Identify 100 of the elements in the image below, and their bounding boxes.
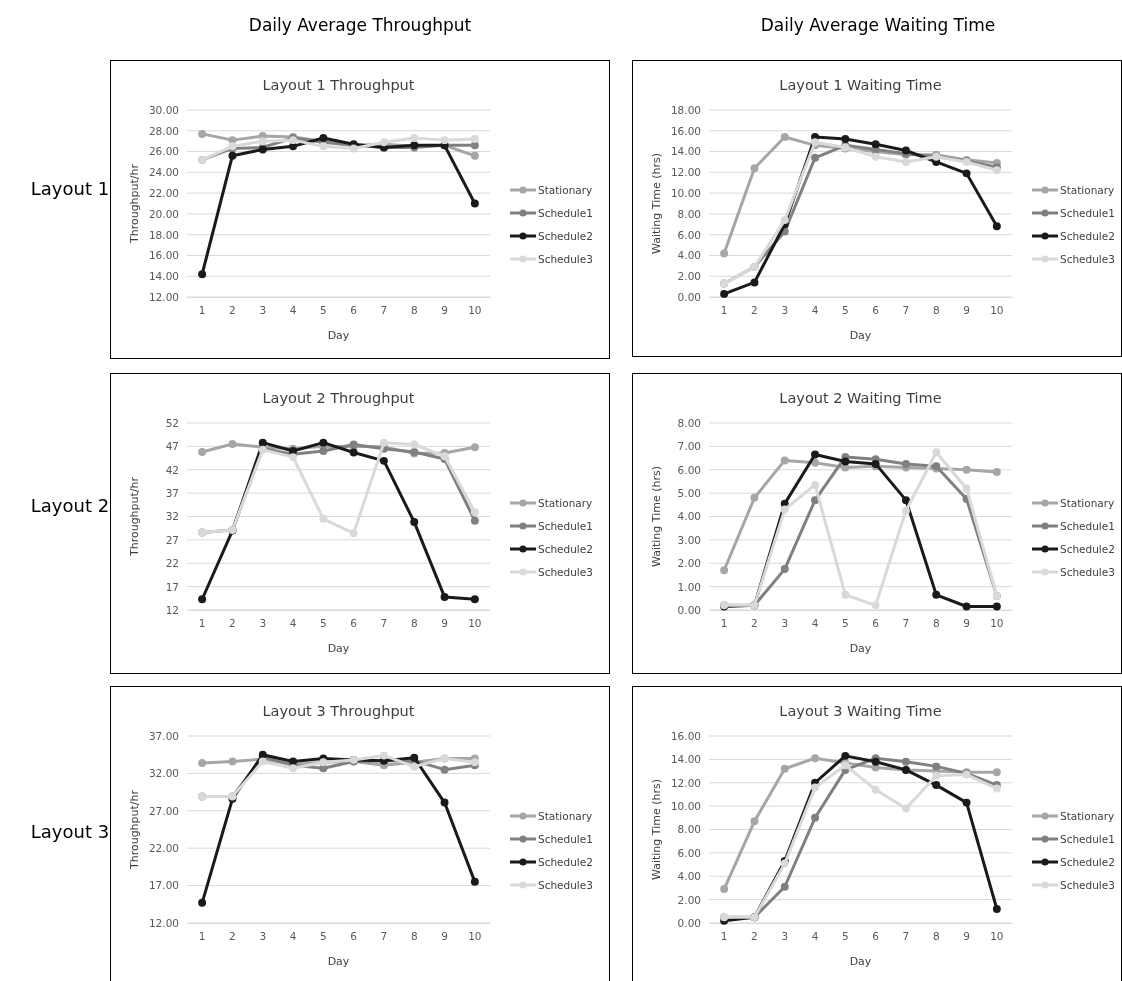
x-tick-label: 10 — [468, 617, 482, 630]
x-tick-label: 10 — [990, 304, 1004, 317]
y-tick-label: 37.00 — [148, 729, 179, 742]
y-tick-label: 8.00 — [677, 823, 701, 836]
y-tick-label: 10.00 — [670, 186, 701, 199]
chart-title: Layout 2 Throughput — [262, 390, 415, 406]
x-tick-label: 10 — [990, 930, 1004, 943]
text: Layout 2 — [30, 495, 110, 516]
x-tick-label: 9 — [963, 930, 970, 943]
x-tick-label: 7 — [902, 304, 910, 317]
x-tick-label: 8 — [932, 617, 940, 630]
x-tick-label: 1 — [720, 930, 728, 943]
chart-title: Layout 1 Throughput — [262, 77, 415, 93]
x-tick-label: 4 — [811, 304, 819, 317]
y-axis-title: Waiting Time (hrs) — [650, 465, 663, 568]
legend-label: Schedule3 — [538, 253, 593, 265]
x-tick-label: 1 — [198, 930, 206, 943]
y-tick-label: 8.00 — [677, 416, 701, 429]
y-tick-label: 8.00 — [677, 207, 701, 220]
y-tick-label: 24.00 — [148, 166, 179, 179]
x-tick-label: 3 — [259, 617, 267, 630]
x-tick-label: 9 — [963, 304, 970, 317]
y-tick-label: 17.00 — [148, 879, 179, 892]
x-tick-label: 5 — [320, 930, 327, 943]
x-tick-label: 7 — [902, 617, 910, 630]
legend-label: Schedule3 — [1060, 879, 1115, 891]
x-tick-label: 6 — [872, 930, 880, 943]
y-tick-label: 6.00 — [677, 228, 701, 241]
y-tick-label: 27.00 — [148, 804, 179, 817]
x-tick-label: 2 — [229, 930, 236, 943]
y-tick-label: 16.00 — [670, 124, 701, 137]
y-tick-label: 5.00 — [677, 486, 701, 499]
x-tick-label: 4 — [289, 930, 297, 943]
y-tick-label: 47 — [165, 440, 179, 453]
y-tick-label: 14.00 — [670, 145, 701, 158]
x-tick-label: 5 — [842, 930, 849, 943]
chart-title: Layout 1 Waiting Time — [779, 77, 942, 93]
y-tick-label: 4.00 — [677, 510, 701, 523]
y-tick-label: 30.00 — [148, 103, 179, 116]
legend-label: Schedule1 — [1060, 207, 1115, 219]
chart-title: Layout 3 Waiting Time — [779, 703, 942, 719]
x-tick-label: 7 — [380, 304, 388, 317]
x-tick-label: 3 — [781, 304, 789, 317]
y-tick-label: 12.00 — [670, 776, 701, 789]
y-tick-label: 16.00 — [670, 729, 701, 742]
x-tick-label: 6 — [350, 617, 358, 630]
x-tick-label: 2 — [751, 304, 758, 317]
y-tick-label: 18.00 — [670, 103, 701, 116]
chart-title: Layout 3 Throughput — [262, 703, 415, 719]
y-tick-label: 52 — [165, 416, 179, 429]
x-tick-label: 1 — [198, 617, 206, 630]
y-tick-label: 10.00 — [670, 799, 701, 812]
y-tick-label: 0.00 — [677, 603, 701, 616]
y-axis-title: Throughput/hr — [128, 789, 141, 871]
y-tick-label: 16.00 — [148, 249, 179, 262]
y-tick-label: 18.00 — [148, 228, 179, 241]
x-axis-title: Day — [849, 955, 872, 968]
legend-label: Schedule3 — [1060, 566, 1115, 578]
legend-label: Schedule2 — [1060, 543, 1115, 555]
y-tick-label: 12.00 — [670, 166, 701, 179]
text: Daily Average Waiting Time — [760, 15, 996, 35]
x-tick-label: 7 — [902, 930, 910, 943]
x-tick-label: 2 — [751, 930, 758, 943]
legend-label: Stationary — [1060, 184, 1115, 196]
legend-label: Stationary — [1060, 810, 1115, 822]
y-tick-label: 12 — [165, 603, 179, 616]
x-tick-label: 6 — [872, 617, 880, 630]
x-axis-title: Day — [327, 955, 350, 968]
y-tick-label: 4.00 — [677, 249, 701, 262]
legend-label: Schedule2 — [538, 543, 593, 555]
y-tick-label: 32.00 — [148, 767, 179, 780]
y-axis-title: Waiting Time (hrs) — [650, 778, 663, 881]
x-tick-label: 5 — [320, 304, 327, 317]
x-tick-label: 4 — [289, 304, 297, 317]
y-tick-label: 42 — [165, 463, 179, 476]
text: Daily Average Throughput — [248, 15, 472, 35]
legend-label: Stationary — [1060, 497, 1115, 509]
legend-label: Schedule3 — [1060, 253, 1115, 265]
y-axis-title: Throughput/hr — [128, 163, 141, 245]
legend-label: Schedule1 — [538, 207, 593, 219]
legend-label: Schedule1 — [1060, 520, 1115, 532]
legend-label: Schedule1 — [1060, 833, 1115, 845]
x-tick-label: 7 — [380, 617, 388, 630]
x-tick-label: 6 — [872, 304, 880, 317]
y-tick-label: 37 — [165, 486, 179, 499]
legend-label: Schedule1 — [538, 833, 593, 845]
x-tick-label: 9 — [441, 304, 448, 317]
x-axis-title: Day — [327, 329, 350, 342]
y-axis-title: Waiting Time (hrs) — [650, 152, 663, 255]
y-axis-title: Throughput/hr — [128, 476, 141, 558]
x-tick-label: 7 — [380, 930, 388, 943]
legend-label: Schedule2 — [538, 230, 593, 242]
legend-label: Schedule2 — [1060, 230, 1115, 242]
y-tick-label: 3.00 — [677, 533, 701, 546]
legend-label: Schedule2 — [1060, 856, 1115, 868]
legend-label: Schedule3 — [538, 566, 593, 578]
y-tick-label: 1.00 — [677, 580, 701, 593]
x-tick-label: 3 — [259, 304, 267, 317]
y-tick-label: 14.00 — [148, 270, 179, 283]
y-tick-label: 17 — [165, 580, 179, 593]
